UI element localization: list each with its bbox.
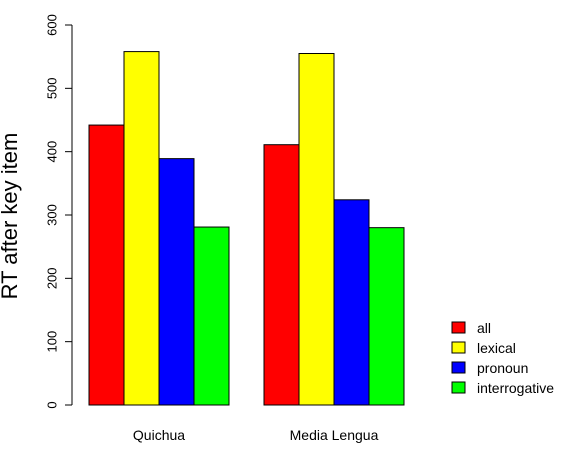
bar-all-quichua — [88, 124, 125, 406]
x-axis-category-labels: Quichua Media Lengua — [133, 427, 379, 443]
legend-label-pronoun: pronoun — [477, 360, 528, 376]
legend-swatch-lexical — [451, 341, 466, 354]
y-tick-label: 100 — [45, 331, 60, 353]
legend-swatch-pronoun — [451, 361, 466, 374]
y-axis-label: RT after key item — [0, 133, 22, 300]
y-tick-label: 400 — [45, 141, 60, 163]
bar-pronoun-quichua — [158, 158, 195, 406]
legend-swatch-all — [451, 321, 466, 334]
legend-label-all: all — [477, 320, 491, 336]
y-tick-label: 200 — [45, 267, 60, 289]
x-category-label: Quichua — [133, 427, 185, 443]
bar-lexical-quichua — [123, 51, 160, 406]
y-axis-ticks: 0 100 200 300 400 500 600 — [45, 14, 72, 409]
y-tick-label: 300 — [45, 204, 60, 226]
bars-group — [88, 51, 405, 406]
legend: all lexical pronoun interrogative — [451, 320, 554, 396]
x-category-label: Media Lengua — [290, 427, 379, 443]
bar-interrogative-quichua — [193, 226, 230, 406]
bar-all-media-lengua — [263, 144, 300, 406]
legend-label-lexical: lexical — [477, 340, 516, 356]
legend-label-interrogative: interrogative — [477, 380, 554, 396]
legend-swatch-interrogative — [451, 381, 466, 394]
y-tick-label: 600 — [45, 14, 60, 36]
y-tick-label: 0 — [45, 401, 60, 408]
y-tick-label: 500 — [45, 77, 60, 99]
bar-interrogative-media-lengua — [368, 227, 405, 406]
bar-pronoun-media-lengua — [333, 199, 370, 406]
bar-lexical-media-lengua — [298, 53, 335, 406]
